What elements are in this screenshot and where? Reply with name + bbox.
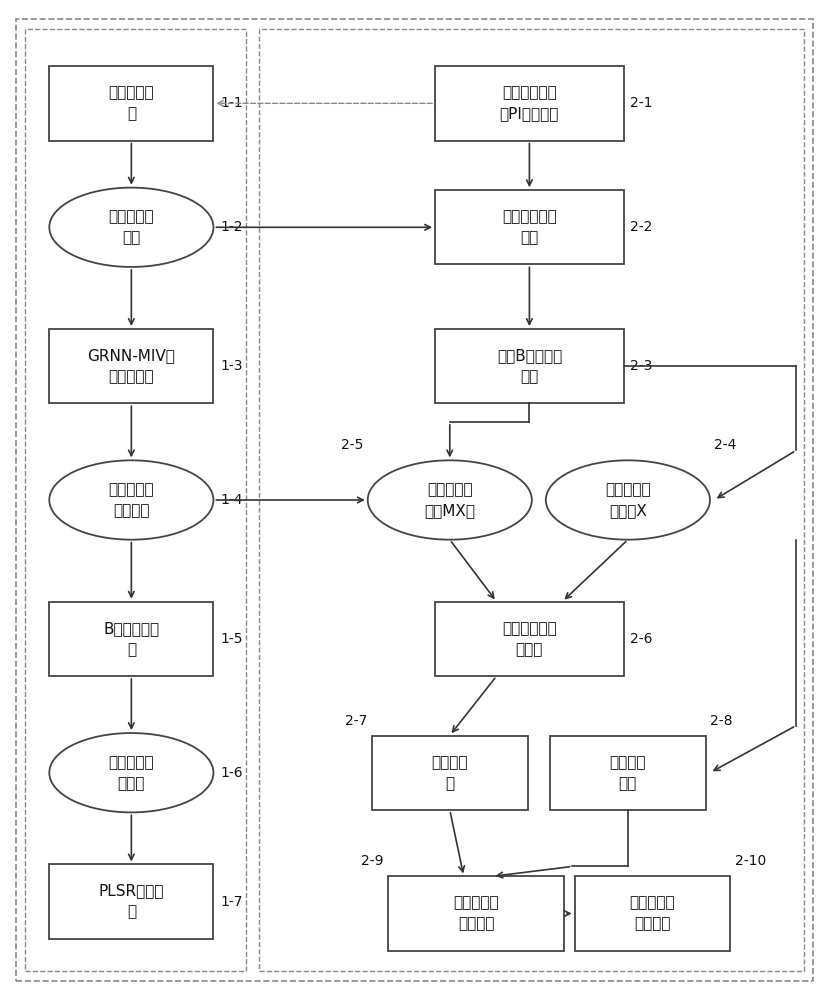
Text: 2-5: 2-5 <box>341 438 363 452</box>
Text: 1-7: 1-7 <box>219 895 243 909</box>
Text: 实时数据读取
模块: 实时数据读取 模块 <box>502 209 556 245</box>
Bar <box>435 190 623 264</box>
Bar <box>49 66 213 141</box>
Text: 传感器模型预
测模块: 传感器模型预 测模块 <box>502 621 556 657</box>
Ellipse shape <box>49 188 213 267</box>
Text: 1-4: 1-4 <box>219 493 243 507</box>
Text: 1-1: 1-1 <box>219 96 243 110</box>
Ellipse shape <box>49 733 213 812</box>
Ellipse shape <box>49 460 213 540</box>
Text: 1-6: 1-6 <box>219 766 243 780</box>
Text: 建模主要辅
助变量集: 建模主要辅 助变量集 <box>108 482 154 518</box>
Text: 模型预测
值: 模型预测 值 <box>431 755 468 791</box>
Text: 1-5: 1-5 <box>219 632 243 646</box>
Text: 2-6: 2-6 <box>629 632 652 646</box>
Text: 2-4: 2-4 <box>713 438 735 452</box>
Bar <box>435 602 623 676</box>
Text: PLSR拟合模
块: PLSR拟合模 块 <box>99 884 164 920</box>
Text: 高维准线性
数据集: 高维准线性 数据集 <box>108 755 154 791</box>
Text: 2-9: 2-9 <box>361 854 383 868</box>
Text: 实际过程数据
（PI数据库）: 实际过程数据 （PI数据库） <box>499 85 558 121</box>
Bar <box>258 29 803 971</box>
Text: 在线B样条变换
模块: 在线B样条变换 模块 <box>496 348 561 384</box>
Text: 建模辅助变
量集: 建模辅助变 量集 <box>108 209 154 245</box>
Ellipse shape <box>368 460 532 540</box>
Text: 1-2: 1-2 <box>219 220 243 234</box>
Bar <box>49 864 213 939</box>
Text: 2-8: 2-8 <box>709 714 732 728</box>
Bar <box>372 736 527 810</box>
Bar <box>574 876 729 951</box>
Bar <box>388 876 564 951</box>
Text: 数据修复及
状态显示: 数据修复及 状态显示 <box>629 896 675 932</box>
Text: 1-3: 1-3 <box>219 359 243 373</box>
Text: 2-2: 2-2 <box>629 220 652 234</box>
Bar <box>49 329 213 403</box>
Text: 2-3: 2-3 <box>629 359 652 373</box>
Ellipse shape <box>545 460 709 540</box>
Bar <box>49 602 213 676</box>
Text: 高维准线性
数据集X: 高维准线性 数据集X <box>604 482 650 518</box>
Text: 传感器实
测值: 传感器实 测值 <box>609 755 645 791</box>
Text: GRNN-MIV变
量筛选模块: GRNN-MIV变 量筛选模块 <box>87 348 175 384</box>
Text: 故障诊断、
识别模块: 故障诊断、 识别模块 <box>453 896 498 932</box>
Text: 模型输出数
据（MX）: 模型输出数 据（MX） <box>424 482 474 518</box>
Bar <box>549 736 705 810</box>
Text: 人工机理分
析: 人工机理分 析 <box>108 85 154 121</box>
Text: 2-1: 2-1 <box>629 96 652 110</box>
Text: B样条变换模
块: B样条变换模 块 <box>104 621 159 657</box>
Bar <box>435 66 623 141</box>
Text: 2-7: 2-7 <box>345 714 368 728</box>
Bar <box>25 29 246 971</box>
Text: 2-10: 2-10 <box>734 854 765 868</box>
Bar <box>435 329 623 403</box>
